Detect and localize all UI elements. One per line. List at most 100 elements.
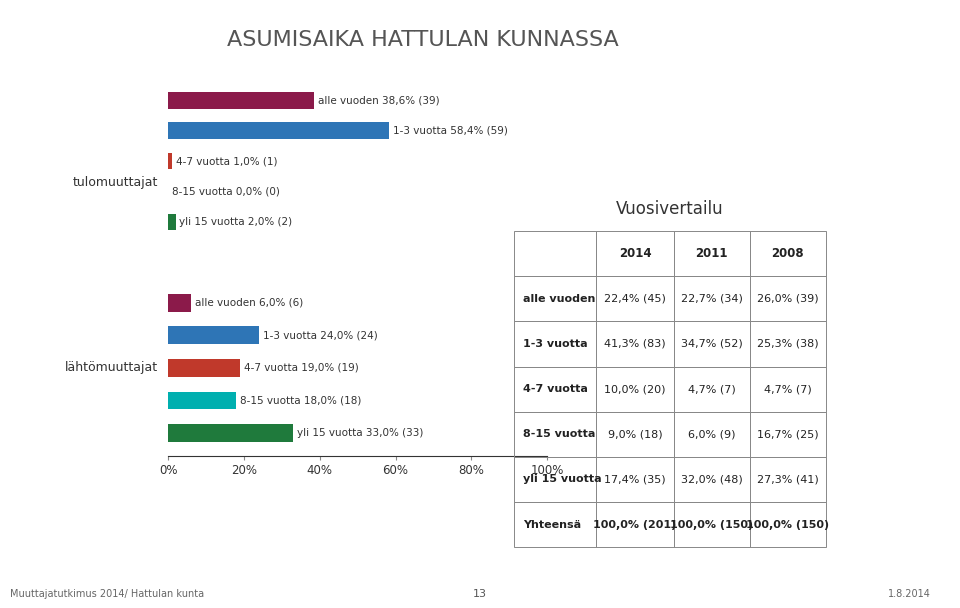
- Bar: [514, 322, 596, 367]
- Bar: [168, 294, 191, 311]
- Ellipse shape: [882, 0, 960, 361]
- Bar: [596, 322, 674, 367]
- Text: Yhteensä: Yhteensä: [523, 520, 581, 530]
- Text: 2008: 2008: [772, 247, 804, 260]
- Ellipse shape: [904, 325, 960, 480]
- Bar: [596, 367, 674, 412]
- Bar: [514, 231, 596, 276]
- Text: 9,0% (18): 9,0% (18): [608, 429, 662, 440]
- Ellipse shape: [834, 448, 960, 596]
- Bar: [596, 457, 674, 502]
- Ellipse shape: [812, 165, 933, 420]
- Text: 1-3 vuotta 24,0% (24): 1-3 vuotta 24,0% (24): [263, 330, 377, 340]
- Text: 16,7% (25): 16,7% (25): [757, 429, 819, 440]
- Text: 4-7 vuotta 1,0% (1): 4-7 vuotta 1,0% (1): [176, 156, 277, 166]
- Text: ASUMISAIKA HATTULAN KUNNASSA: ASUMISAIKA HATTULAN KUNNASSA: [227, 30, 618, 50]
- Ellipse shape: [886, 271, 932, 608]
- Text: 4,7% (7): 4,7% (7): [764, 384, 812, 394]
- Bar: [674, 457, 750, 502]
- Bar: [596, 231, 674, 276]
- Text: 10,0% (20): 10,0% (20): [604, 384, 665, 394]
- Text: Muuttajatutkimus 2014/ Hattulan kunta: Muuttajatutkimus 2014/ Hattulan kunta: [10, 589, 204, 599]
- Ellipse shape: [865, 0, 960, 343]
- Bar: [168, 424, 293, 442]
- Ellipse shape: [794, 302, 942, 608]
- Text: yli 15 vuotta 2,0% (2): yli 15 vuotta 2,0% (2): [180, 217, 293, 227]
- Bar: [750, 457, 826, 502]
- Ellipse shape: [897, 0, 960, 144]
- Bar: [674, 367, 750, 412]
- Ellipse shape: [866, 58, 960, 311]
- Ellipse shape: [885, 332, 943, 608]
- Text: 2014: 2014: [618, 247, 651, 260]
- Ellipse shape: [816, 49, 955, 173]
- Bar: [750, 367, 826, 412]
- Ellipse shape: [782, 11, 910, 337]
- Text: 8-15 vuotta: 8-15 vuotta: [523, 429, 595, 440]
- Ellipse shape: [813, 317, 948, 569]
- Ellipse shape: [869, 496, 960, 608]
- Text: 100,0% (201): 100,0% (201): [593, 520, 677, 530]
- Text: 4-7 vuotta: 4-7 vuotta: [523, 384, 588, 394]
- Bar: [596, 502, 674, 547]
- Bar: [168, 92, 314, 109]
- Ellipse shape: [903, 157, 960, 302]
- Text: 1-3 vuotta 58,4% (59): 1-3 vuotta 58,4% (59): [394, 126, 508, 136]
- Text: 1-3 vuotta: 1-3 vuotta: [523, 339, 588, 349]
- Ellipse shape: [797, 67, 873, 375]
- Ellipse shape: [802, 318, 948, 608]
- Ellipse shape: [798, 231, 924, 589]
- Ellipse shape: [844, 86, 959, 289]
- Text: 100,0% (150): 100,0% (150): [746, 520, 829, 530]
- Ellipse shape: [911, 278, 950, 608]
- Text: 32,0% (48): 32,0% (48): [681, 474, 743, 485]
- Ellipse shape: [784, 212, 886, 438]
- Text: 22,4% (45): 22,4% (45): [604, 294, 666, 304]
- Text: alle vuoden 38,6% (39): alle vuoden 38,6% (39): [318, 95, 440, 105]
- Ellipse shape: [780, 402, 921, 608]
- Bar: [750, 276, 826, 322]
- Text: 13: 13: [473, 589, 487, 599]
- Bar: [674, 502, 750, 547]
- Ellipse shape: [908, 345, 960, 481]
- Ellipse shape: [913, 0, 960, 343]
- Ellipse shape: [804, 0, 948, 389]
- Bar: [514, 457, 596, 502]
- Bar: [514, 276, 596, 322]
- Ellipse shape: [864, 0, 960, 269]
- Ellipse shape: [816, 0, 929, 387]
- Ellipse shape: [919, 485, 960, 608]
- Text: 6,0% (9): 6,0% (9): [688, 429, 735, 440]
- Ellipse shape: [906, 339, 960, 570]
- Bar: [168, 359, 240, 377]
- Ellipse shape: [804, 283, 904, 562]
- Ellipse shape: [786, 167, 884, 308]
- Text: 27,3% (41): 27,3% (41): [757, 474, 819, 485]
- Bar: [168, 213, 176, 230]
- Text: 100,0% (150): 100,0% (150): [670, 520, 754, 530]
- Bar: [596, 412, 674, 457]
- Text: 4-7 vuotta 19,0% (19): 4-7 vuotta 19,0% (19): [244, 363, 359, 373]
- Ellipse shape: [858, 351, 911, 595]
- Text: lähtömuuttajat: lähtömuuttajat: [65, 361, 158, 375]
- Text: alle vuoden: alle vuoden: [523, 294, 595, 304]
- Ellipse shape: [820, 0, 904, 240]
- Text: Vuosivertailu: Vuosivertailu: [615, 201, 724, 218]
- Bar: [168, 153, 172, 170]
- Bar: [674, 412, 750, 457]
- Bar: [674, 231, 750, 276]
- Ellipse shape: [910, 237, 960, 608]
- Text: 34,7% (52): 34,7% (52): [681, 339, 743, 349]
- Text: 1.8.2014: 1.8.2014: [888, 589, 931, 599]
- Ellipse shape: [891, 134, 941, 390]
- Ellipse shape: [875, 111, 960, 584]
- Bar: [750, 502, 826, 547]
- Bar: [750, 231, 826, 276]
- Bar: [596, 276, 674, 322]
- Ellipse shape: [874, 396, 947, 608]
- Bar: [168, 326, 259, 344]
- Ellipse shape: [771, 0, 915, 239]
- Bar: [514, 367, 596, 412]
- Ellipse shape: [882, 0, 938, 161]
- Text: 4,7% (7): 4,7% (7): [688, 384, 735, 394]
